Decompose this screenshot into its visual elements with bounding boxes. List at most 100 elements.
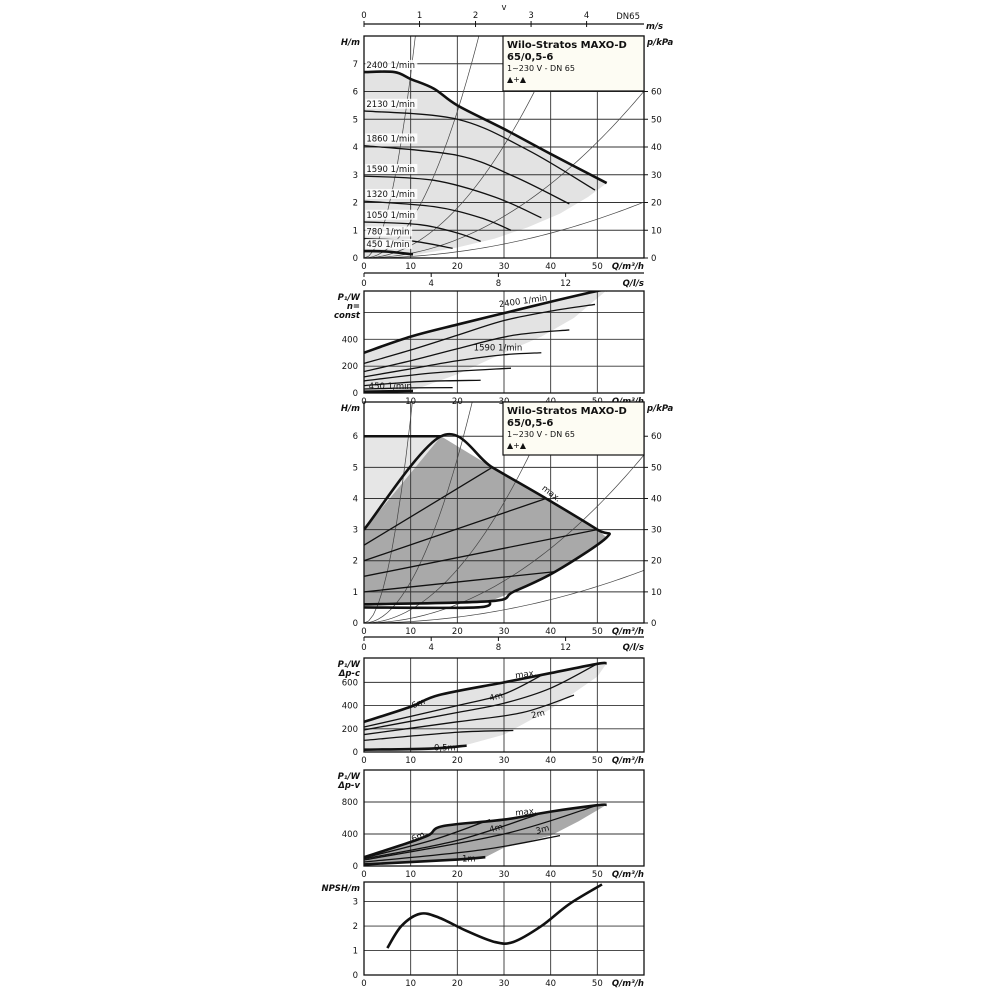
legend-spec: 1~230 V - DN 65 (507, 430, 575, 439)
series-label: 2130 1/min (366, 100, 415, 110)
series-line (364, 570, 556, 593)
series-label: 6m (410, 697, 426, 711)
y-tick-label: 3 (353, 898, 358, 908)
y-tick-label: 5 (353, 463, 358, 473)
plot-frame (363, 881, 645, 976)
series-label: 4m (488, 691, 504, 704)
plot-frame (363, 657, 645, 753)
y-axis-label: n= (347, 302, 360, 312)
series-label: 1050 1/min (366, 211, 415, 221)
twin-pump-icon: ▲+▲ (507, 441, 527, 450)
right-tick-label: 30 (651, 171, 662, 181)
right-tick-label: 20 (651, 199, 662, 209)
velocity-tick-label: 0 (361, 11, 366, 21)
series-line (364, 497, 547, 562)
legend-box (502, 401, 645, 456)
x-tick-label: 20 (452, 870, 463, 880)
plot-area (364, 658, 644, 752)
y-axis-label: Δp-c (338, 669, 360, 679)
x-tick-label: 10 (405, 262, 416, 272)
velocity-unit-label: m/s (646, 22, 663, 32)
series-label-bg (365, 209, 418, 220)
x-tick-label: 0 (361, 979, 366, 989)
series-line (364, 812, 542, 860)
x-tick-label: 10 (405, 627, 416, 637)
plot-area (364, 770, 644, 866)
right-tick-label: 40 (651, 143, 662, 153)
velocity-tick-label: 2 (473, 11, 478, 21)
y-tick-label: 7 (353, 60, 358, 70)
series-line (386, 883, 603, 949)
right-tick-label: 20 (651, 557, 662, 567)
right-tick-label: 0 (651, 619, 656, 629)
flow-ls-tick-label: 4 (428, 279, 433, 289)
series-label-bg (365, 188, 418, 199)
series-line (364, 144, 570, 205)
x-tick-label: 0 (361, 627, 366, 637)
series-label: 1860 1/min (366, 134, 415, 144)
series-label: max. (515, 668, 537, 681)
y-axis-label: NPSH/m (321, 884, 360, 894)
y-axis-label: H/m (341, 38, 360, 48)
x-tick-label: 40 (545, 262, 556, 272)
legend-model: Wilo-Stratos MAXO-D (507, 40, 627, 51)
series-line (364, 200, 512, 231)
x-tick-label: 40 (545, 979, 556, 989)
right-tick-label: 0 (651, 254, 656, 264)
series-label-bg (365, 133, 418, 144)
x-tick-label: 50 (592, 870, 603, 880)
system-curve (364, 402, 413, 623)
y-tick-label: 400 (342, 830, 358, 840)
series-label: 1590 1/min (474, 344, 523, 354)
series-line (364, 804, 598, 861)
series-line (364, 70, 608, 185)
legend-frame (502, 401, 645, 456)
right-tick-label: 30 (651, 526, 662, 536)
velocity-axis-label: v (501, 3, 506, 13)
series-line (364, 600, 492, 610)
velocity-tick-label: 3 (528, 11, 533, 21)
y-tick-label: 200 (342, 362, 358, 372)
y-tick-label: 2 (353, 922, 358, 932)
operating-region (364, 436, 607, 606)
series-label-bg (365, 59, 418, 70)
y-axis-label: H/m (341, 404, 360, 414)
y-tick-label: 1 (353, 947, 358, 957)
x-tick-label: 20 (452, 627, 463, 637)
series-line (364, 291, 607, 354)
y-tick-label: 3 (353, 171, 358, 181)
y-tick-label: 2 (353, 557, 358, 567)
series-line (364, 249, 414, 256)
y-tick-label: 0 (353, 748, 358, 758)
right-tick-label: 50 (651, 115, 662, 125)
y-tick-label: 0 (353, 389, 358, 399)
system-curve (364, 402, 473, 623)
series-line (364, 329, 570, 373)
y-tick-label: 5 (353, 115, 358, 125)
operating-region (364, 72, 607, 258)
legend-size: 65/0,5-6 (507, 418, 553, 429)
flow-ls-axis-label: Q/l/s (623, 279, 644, 289)
chart-6 (363, 881, 645, 976)
series-label: 1m (462, 855, 476, 865)
x-tick-label: 20 (452, 262, 463, 272)
x-axis-label: Q/m³/h (612, 756, 644, 766)
series-line (364, 352, 542, 378)
system-curve (364, 570, 644, 623)
right-axis-label: p/kPa (646, 404, 674, 414)
flow-ls-tick-label: 8 (496, 279, 501, 289)
system-curve (364, 454, 644, 623)
y-tick-label: 4 (353, 494, 358, 504)
flow-ls-tick-label: 4 (428, 643, 433, 653)
series-label: 0,5m (434, 743, 456, 753)
series-label: 450 1/min (366, 240, 409, 250)
flow-ls-tick-label: 0 (361, 643, 366, 653)
x-tick-label: 30 (499, 262, 510, 272)
velocity-tick-label: 4 (584, 11, 589, 21)
y-tick-label: 800 (342, 798, 358, 808)
series-label: 3m (535, 823, 551, 836)
series-label-bg (365, 226, 413, 237)
series-line (364, 379, 481, 387)
chart-4 (363, 657, 645, 753)
